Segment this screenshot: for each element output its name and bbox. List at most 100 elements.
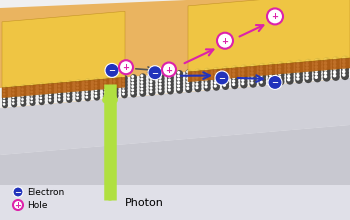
- Circle shape: [176, 80, 183, 87]
- Text: +: +: [166, 66, 173, 75]
- Circle shape: [249, 64, 257, 71]
- Circle shape: [168, 72, 171, 75]
- Circle shape: [20, 101, 26, 107]
- Circle shape: [214, 71, 217, 74]
- Circle shape: [277, 68, 285, 75]
- Circle shape: [20, 97, 26, 103]
- Circle shape: [112, 89, 119, 96]
- Circle shape: [314, 71, 321, 79]
- Circle shape: [40, 93, 42, 96]
- Circle shape: [94, 94, 100, 101]
- Circle shape: [2, 95, 8, 102]
- Circle shape: [84, 92, 91, 98]
- Circle shape: [168, 75, 171, 78]
- Text: −: −: [108, 66, 116, 75]
- Circle shape: [304, 75, 312, 83]
- Circle shape: [332, 73, 340, 81]
- Circle shape: [84, 78, 91, 85]
- Circle shape: [223, 67, 226, 70]
- Circle shape: [57, 94, 63, 100]
- Text: −: −: [152, 69, 159, 78]
- Circle shape: [13, 200, 23, 210]
- Circle shape: [177, 88, 180, 91]
- Circle shape: [105, 63, 119, 77]
- Circle shape: [296, 61, 300, 64]
- Text: +: +: [122, 63, 130, 72]
- Polygon shape: [0, 125, 350, 220]
- Circle shape: [167, 71, 174, 78]
- Circle shape: [139, 90, 146, 97]
- Circle shape: [131, 92, 134, 95]
- Circle shape: [38, 86, 45, 92]
- Circle shape: [278, 72, 281, 75]
- Circle shape: [241, 75, 244, 79]
- Circle shape: [286, 67, 294, 75]
- Circle shape: [149, 73, 153, 77]
- Circle shape: [214, 74, 217, 78]
- Circle shape: [176, 73, 183, 81]
- Circle shape: [277, 64, 285, 72]
- Circle shape: [103, 90, 109, 97]
- Circle shape: [112, 76, 119, 82]
- Circle shape: [177, 81, 180, 84]
- Circle shape: [185, 79, 192, 86]
- Circle shape: [58, 92, 61, 94]
- Circle shape: [85, 96, 88, 99]
- Circle shape: [122, 79, 125, 82]
- Circle shape: [342, 63, 345, 67]
- Circle shape: [333, 71, 336, 74]
- Circle shape: [315, 69, 318, 72]
- Circle shape: [287, 61, 290, 65]
- Circle shape: [213, 80, 220, 87]
- Circle shape: [295, 73, 303, 81]
- Circle shape: [278, 62, 281, 66]
- Text: Photon: Photon: [125, 198, 164, 208]
- Circle shape: [249, 73, 257, 81]
- Circle shape: [104, 87, 107, 90]
- Circle shape: [213, 77, 220, 84]
- Circle shape: [48, 95, 54, 101]
- Circle shape: [259, 79, 266, 87]
- Circle shape: [324, 75, 327, 78]
- Text: −: −: [218, 74, 225, 83]
- Circle shape: [186, 77, 189, 80]
- Circle shape: [167, 81, 174, 88]
- Circle shape: [57, 97, 63, 104]
- Circle shape: [223, 84, 226, 87]
- Circle shape: [323, 57, 331, 65]
- Circle shape: [341, 62, 349, 70]
- Circle shape: [250, 71, 254, 75]
- Circle shape: [286, 74, 294, 81]
- Circle shape: [76, 80, 79, 83]
- Circle shape: [314, 75, 321, 82]
- Circle shape: [249, 77, 257, 84]
- Circle shape: [139, 73, 146, 80]
- Circle shape: [222, 66, 229, 73]
- Circle shape: [29, 96, 36, 103]
- Circle shape: [76, 83, 79, 86]
- Circle shape: [287, 78, 290, 81]
- Circle shape: [304, 72, 312, 80]
- Circle shape: [232, 83, 235, 86]
- Circle shape: [131, 85, 134, 88]
- Circle shape: [177, 84, 180, 88]
- Circle shape: [94, 88, 97, 91]
- Circle shape: [75, 82, 82, 89]
- Circle shape: [177, 78, 180, 81]
- Circle shape: [268, 65, 275, 73]
- Circle shape: [11, 98, 17, 104]
- Circle shape: [159, 86, 162, 89]
- Circle shape: [38, 96, 45, 102]
- Circle shape: [21, 95, 24, 97]
- Circle shape: [140, 74, 143, 77]
- Circle shape: [58, 81, 61, 84]
- Circle shape: [168, 85, 171, 88]
- Circle shape: [85, 79, 88, 82]
- Circle shape: [149, 73, 155, 79]
- Circle shape: [139, 77, 146, 84]
- Circle shape: [57, 81, 63, 87]
- Circle shape: [3, 93, 6, 96]
- Circle shape: [167, 88, 174, 95]
- Circle shape: [12, 92, 15, 95]
- Circle shape: [49, 92, 51, 95]
